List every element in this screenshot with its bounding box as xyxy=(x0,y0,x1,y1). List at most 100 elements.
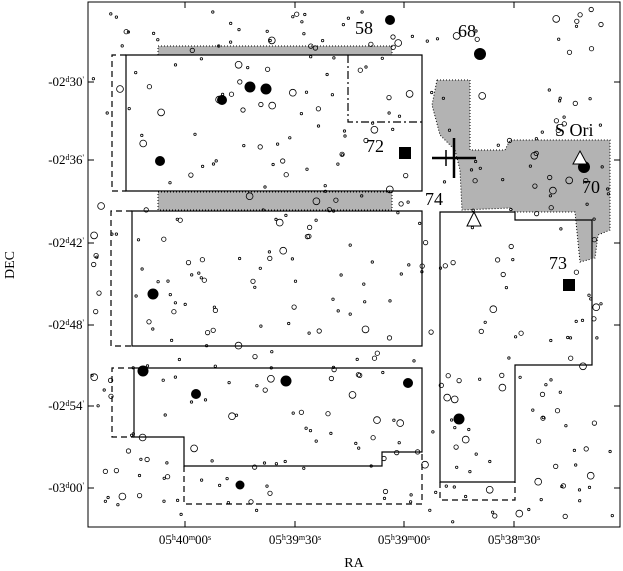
open-star-marker xyxy=(330,93,334,97)
open-star-marker xyxy=(331,209,336,213)
triangle-marker-s-ori xyxy=(572,149,588,165)
open-star-marker xyxy=(396,419,405,427)
open-star-marker xyxy=(599,302,603,306)
open-star-marker xyxy=(140,133,144,137)
open-star-marker xyxy=(478,92,487,100)
x-tick-label: 05h40m00s xyxy=(159,532,211,547)
open-star-marker xyxy=(304,426,308,430)
open-star-marker xyxy=(533,211,540,217)
open-star-marker xyxy=(90,373,98,382)
open-star-marker xyxy=(547,88,551,92)
open-star-marker xyxy=(267,36,276,45)
open-star-marker xyxy=(315,106,321,112)
open-star-marker xyxy=(212,307,218,313)
open-star-marker xyxy=(478,328,484,334)
y-tick-label: -02d30' xyxy=(48,74,84,89)
open-star-marker xyxy=(166,279,170,283)
open-star-marker xyxy=(228,91,235,97)
filled-star xyxy=(235,480,245,490)
field-top-dashdot xyxy=(347,55,422,123)
open-star-marker xyxy=(348,312,352,316)
open-star-marker xyxy=(580,318,585,322)
open-star-marker xyxy=(422,240,429,246)
open-star-marker xyxy=(494,257,501,263)
open-star-marker xyxy=(140,267,144,271)
open-star-marker xyxy=(610,513,614,518)
open-star-marker xyxy=(265,29,269,33)
open-star-marker xyxy=(145,364,150,368)
open-star-marker xyxy=(370,121,375,125)
open-star-marker xyxy=(108,377,114,383)
open-star-marker xyxy=(265,484,269,488)
open-star-marker xyxy=(574,463,578,467)
open-star-marker xyxy=(255,508,259,512)
open-star-marker xyxy=(370,260,374,264)
open-star-marker xyxy=(287,321,291,326)
y-tick-label: -03d00' xyxy=(48,480,84,495)
open-star-marker xyxy=(518,375,522,379)
open-star-marker xyxy=(368,41,374,47)
open-star-marker xyxy=(126,30,130,34)
open-star-marker xyxy=(156,38,160,42)
open-star-marker xyxy=(162,476,166,480)
open-star-marker xyxy=(397,114,402,118)
open-star-marker xyxy=(572,448,577,452)
open-star-marker xyxy=(288,136,292,140)
open-star-marker xyxy=(541,415,545,420)
open-star-marker xyxy=(314,218,318,222)
open-star-marker xyxy=(386,95,392,101)
annotation-label: 72 xyxy=(366,136,384,156)
open-star-marker xyxy=(320,38,325,43)
open-star-marker xyxy=(360,10,364,14)
annotation-label: 58 xyxy=(355,18,373,38)
open-star-marker xyxy=(307,331,311,335)
open-star-marker xyxy=(197,271,201,275)
open-star-marker xyxy=(509,207,513,212)
open-star-marker xyxy=(316,124,321,128)
open-star-marker xyxy=(171,309,177,315)
open-star-marker xyxy=(201,164,205,168)
open-star-marker xyxy=(151,327,155,331)
cross-marker xyxy=(432,138,476,178)
open-star-marker xyxy=(425,39,429,43)
open-star-marker xyxy=(386,335,393,341)
filled-star xyxy=(137,365,149,377)
open-star-marker xyxy=(438,382,444,388)
open-star-marker xyxy=(304,90,309,94)
open-star-marker xyxy=(518,330,524,336)
open-star-marker xyxy=(234,341,243,350)
open-star-marker xyxy=(339,273,343,277)
open-star-marker xyxy=(312,45,318,51)
open-star-marker xyxy=(323,189,327,193)
open-star-marker xyxy=(293,279,298,283)
open-star-marker xyxy=(443,393,452,402)
open-star-marker xyxy=(267,255,273,261)
open-star-marker xyxy=(540,415,546,421)
open-star-marker xyxy=(587,293,591,297)
open-star-marker xyxy=(162,499,166,503)
open-star-marker xyxy=(205,344,209,348)
shaded-strip-middle xyxy=(157,191,393,211)
open-star-marker xyxy=(331,366,337,373)
open-star-marker xyxy=(606,187,610,191)
open-star-marker xyxy=(504,285,508,290)
open-star-marker xyxy=(190,444,198,453)
open-star-marker xyxy=(409,493,413,497)
open-star-marker xyxy=(532,183,538,189)
open-star-marker xyxy=(361,325,370,334)
filled-star xyxy=(147,288,159,300)
open-star-marker xyxy=(210,327,216,333)
open-star-marker xyxy=(548,205,554,211)
open-star-marker xyxy=(568,336,573,340)
open-star-marker xyxy=(299,112,303,116)
open-star-marker xyxy=(173,63,178,67)
open-star-marker xyxy=(371,355,378,361)
open-star-marker xyxy=(120,44,124,48)
filled-star-markers xyxy=(137,15,590,490)
open-star-marker xyxy=(549,186,557,195)
open-star-marker xyxy=(264,66,271,72)
open-star-marker xyxy=(591,316,597,322)
open-star-marker xyxy=(442,180,447,184)
open-star-marker xyxy=(589,297,593,301)
